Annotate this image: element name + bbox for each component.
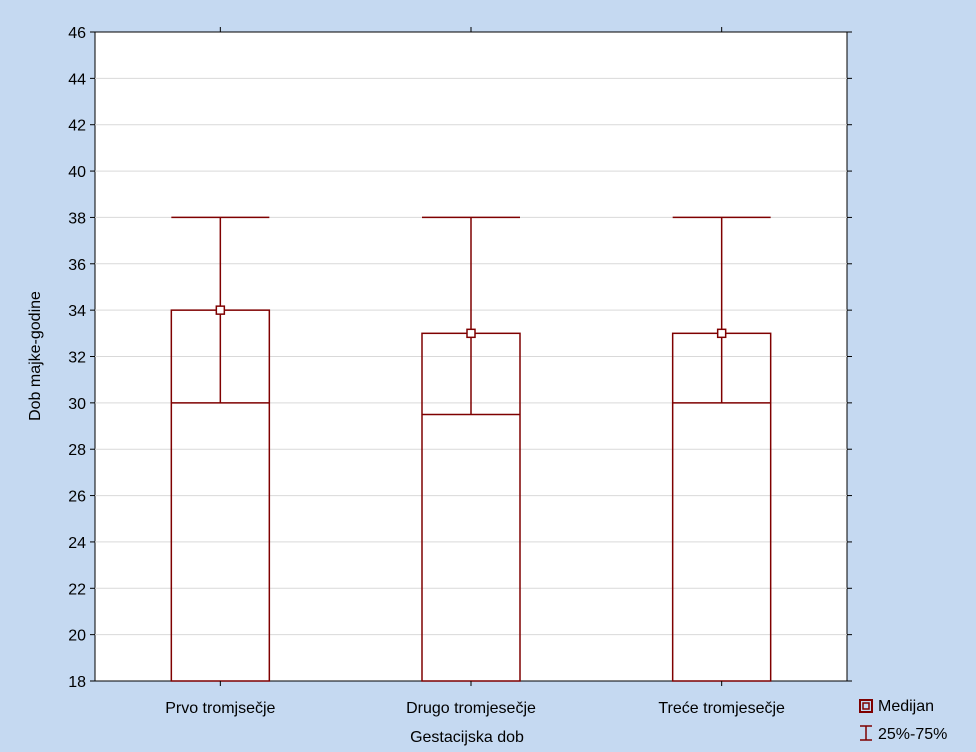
y-axis-label: Dob majke-godine bbox=[27, 291, 44, 421]
y-tick-label: 22 bbox=[68, 581, 86, 598]
y-tick-label: 24 bbox=[68, 535, 86, 552]
y-tick-label: 34 bbox=[68, 303, 86, 320]
x-tick-label: Prvo tromjsečje bbox=[165, 700, 275, 717]
y-tick-label: 42 bbox=[68, 118, 86, 135]
boxes bbox=[170, 216, 772, 682]
y-tick-label: 18 bbox=[68, 674, 86, 691]
y-tick-label: 46 bbox=[68, 25, 86, 42]
y-tick-label: 44 bbox=[68, 71, 86, 88]
legend: Medijan 25%-75% bbox=[859, 698, 947, 743]
y-axis-ticks: 18 20 22 24 26 28 30 32 34 36 38 40 42 44 46 bbox=[68, 25, 852, 691]
legend-median-swatch-inner bbox=[862, 702, 870, 710]
x-axis-label: Gestacijska dob bbox=[410, 729, 524, 746]
legend-item-median: Medijan bbox=[859, 698, 934, 715]
median-marker bbox=[215, 305, 226, 315]
x-tick-label: Drugo tromjesečje bbox=[406, 700, 536, 717]
legend-range-label: 25%-75% bbox=[878, 726, 947, 743]
median-marker bbox=[466, 328, 476, 339]
legend-median-label: Medijan bbox=[878, 698, 934, 715]
x-axis-ticks: Prvo tromjsečje Drugo tromjesečje Treće tr… bbox=[165, 27, 785, 717]
y-tick-label: 30 bbox=[68, 396, 86, 413]
y-tick-label: 20 bbox=[68, 628, 86, 645]
y-tick-label: 40 bbox=[68, 164, 86, 181]
y-tick-label: 36 bbox=[68, 257, 86, 274]
y-tick-label: 28 bbox=[68, 442, 86, 459]
median-marker bbox=[716, 328, 727, 339]
legend-median-swatch bbox=[859, 699, 873, 713]
y-tick-label: 32 bbox=[68, 350, 86, 367]
legend-item-range: 25%-75% bbox=[860, 725, 947, 743]
y-tick-label: 38 bbox=[68, 210, 86, 227]
y-tick-label: 26 bbox=[68, 489, 86, 506]
x-tick-label: Treće tromjesečje bbox=[658, 700, 785, 717]
